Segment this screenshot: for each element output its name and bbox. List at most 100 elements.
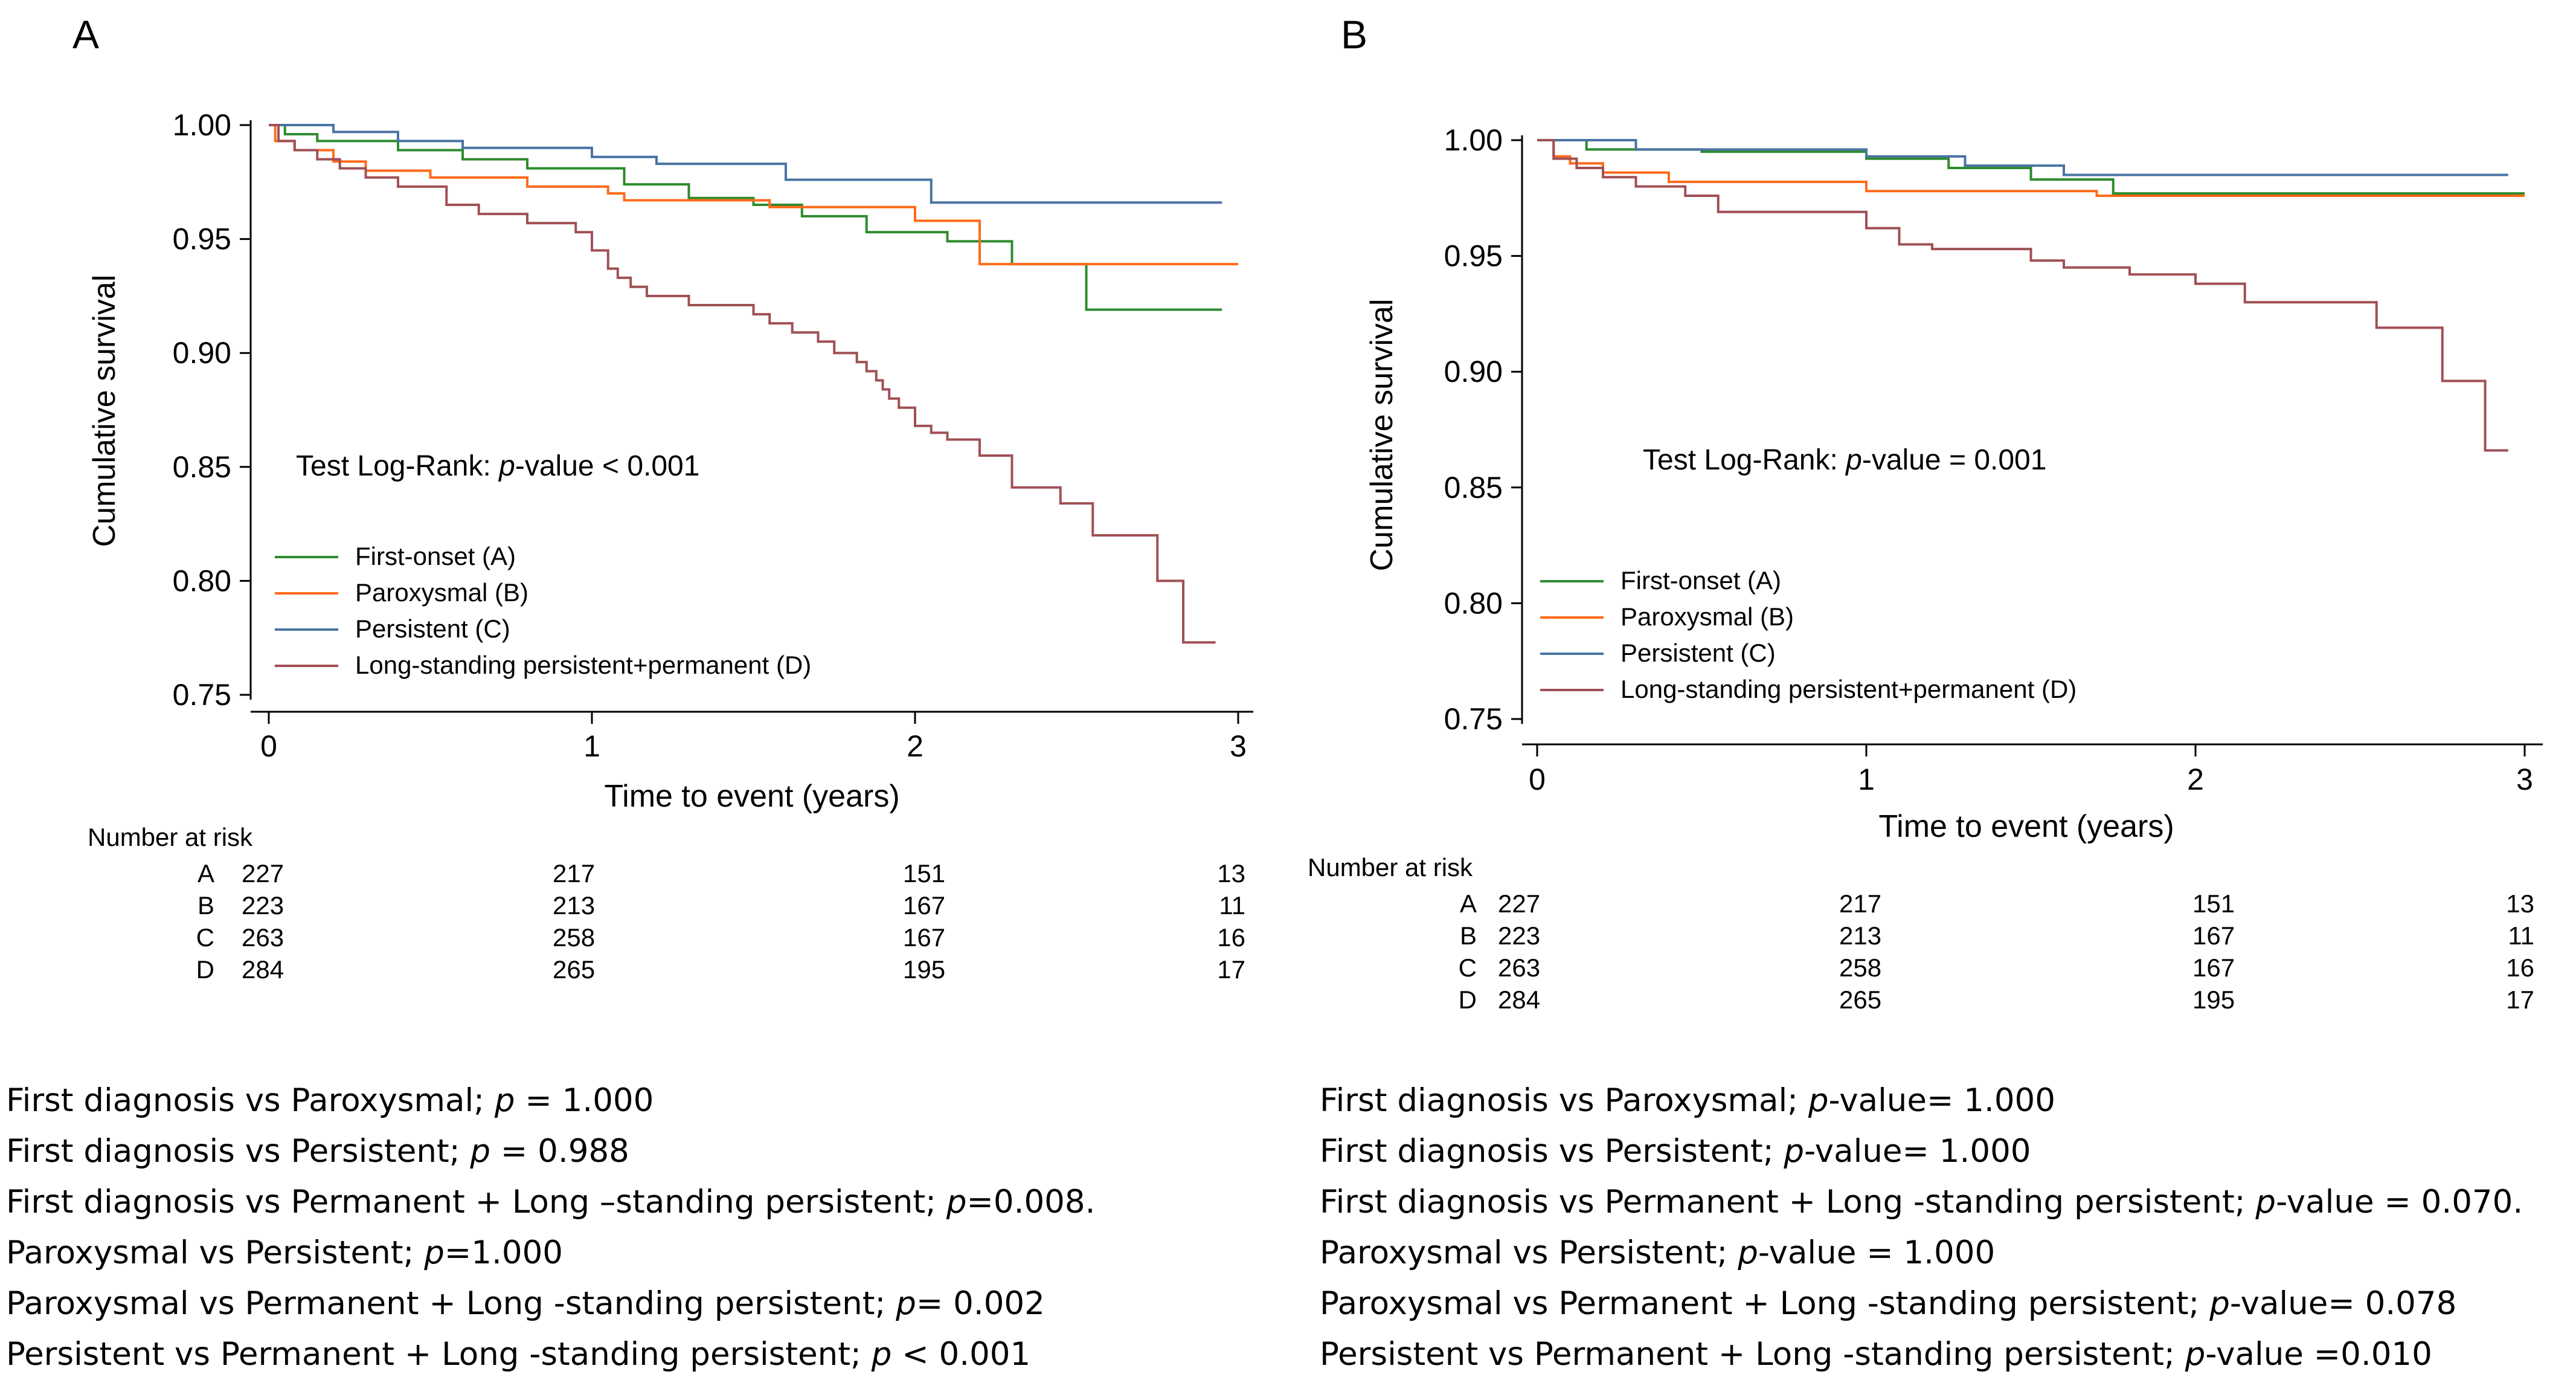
comparison-line: Paroxysmal vs Persistent; p-value = 1.00… bbox=[1320, 1234, 1996, 1271]
series-line-D bbox=[269, 124, 1216, 644]
panel-B: B 0.75 0.80 0.85 0.90 0.95 1.00 0 1 2 3 Time to eve… bbox=[1308, 12, 2543, 1014]
comparison-line: First diagnosis vs Paroxysmal; p = 1.000 bbox=[6, 1082, 654, 1119]
risk-value: 217 bbox=[1839, 889, 1881, 918]
logrank-note: Test Log-Rank: p-value = 0.001 bbox=[1643, 444, 2046, 476]
y-tick-label: 0.90 bbox=[173, 336, 231, 370]
risk-value: 265 bbox=[553, 955, 595, 984]
risk-value: 16 bbox=[2506, 953, 2534, 982]
x-tick-label: 2 bbox=[2187, 763, 2204, 796]
risk-value: 263 bbox=[242, 923, 284, 952]
y-tick-label: 0.80 bbox=[1444, 586, 1503, 620]
series-line-C bbox=[1537, 139, 2508, 176]
y-tick-label: 0.75 bbox=[173, 678, 231, 712]
comparison-line: Persistent vs Permanent + Long -standing… bbox=[1320, 1336, 2432, 1373]
risk-value: 217 bbox=[553, 859, 595, 888]
y-tick-label: 0.95 bbox=[173, 222, 231, 256]
legend-label-A: First-onset (A) bbox=[355, 542, 516, 570]
y-axis-title: Cumulative survival bbox=[1364, 299, 1399, 572]
x-axis-title: Time to event (years) bbox=[1878, 809, 2174, 844]
risk-value: 258 bbox=[1839, 953, 1881, 982]
risk-group-label: C bbox=[196, 923, 214, 952]
risk-group-label: B bbox=[1460, 921, 1477, 950]
legend-label-C: Persistent (C) bbox=[1620, 639, 1776, 667]
legend-label-C: Persistent (C) bbox=[355, 614, 510, 643]
risk-value: 263 bbox=[1498, 953, 1540, 982]
y-tick-label: 1.00 bbox=[173, 108, 231, 142]
risk-value: 17 bbox=[2506, 985, 2534, 1014]
y-tick-label: 0.80 bbox=[173, 564, 231, 598]
y-tick-label: 0.85 bbox=[173, 450, 231, 484]
risk-value: 167 bbox=[2192, 953, 2235, 982]
risk-value: 11 bbox=[2508, 921, 2534, 950]
risk-value: 284 bbox=[242, 955, 284, 984]
x-axis-title: Time to event (years) bbox=[604, 779, 899, 814]
y-tick-label: 0.85 bbox=[1444, 471, 1503, 505]
panel-A: A 0.75 0.80 0.85 0.90 0.95 1.00 0 1 2 3 Time to eve… bbox=[72, 12, 1253, 984]
comparison-line: First diagnosis vs Permanent + Long -sta… bbox=[1320, 1184, 2523, 1220]
risk-value: 265 bbox=[1839, 985, 1881, 1014]
risk-group-label: D bbox=[196, 955, 214, 984]
risk-value: 167 bbox=[903, 891, 945, 920]
risk-value: 227 bbox=[242, 859, 284, 888]
risk-table-title: Number at risk bbox=[1308, 853, 1473, 882]
logrank-note: Test Log-Rank: p-value < 0.001 bbox=[296, 450, 699, 482]
risk-group-label: A bbox=[198, 859, 214, 888]
risk-value: 17 bbox=[1217, 955, 1245, 984]
y-tick-label: 0.95 bbox=[1444, 239, 1503, 273]
legend-label-D: Long-standing persistent+permanent (D) bbox=[355, 651, 811, 679]
risk-value: 151 bbox=[903, 859, 945, 888]
y-tick-label: 0.90 bbox=[1444, 355, 1503, 389]
x-tick-label: 1 bbox=[583, 729, 600, 763]
comparison-line: Paroxysmal vs Permanent + Long -standing… bbox=[6, 1285, 1045, 1322]
risk-value: 13 bbox=[2506, 889, 2534, 918]
series-line-B bbox=[269, 124, 1238, 266]
comparison-line: First diagnosis vs Paroxysmal; p-value= … bbox=[1320, 1082, 2055, 1119]
comparison-line: Paroxysmal vs Permanent + Long -standing… bbox=[1320, 1285, 2457, 1322]
risk-group-label: D bbox=[1459, 985, 1477, 1014]
comparison-line: Paroxysmal vs Persistent; p=1.000 bbox=[6, 1234, 564, 1271]
risk-value: 284 bbox=[1498, 985, 1540, 1014]
y-tick-label: 0.75 bbox=[1444, 702, 1503, 736]
risk-group-label: C bbox=[1459, 953, 1477, 982]
x-tick-label: 3 bbox=[1230, 729, 1247, 763]
risk-value: 151 bbox=[2192, 889, 2235, 918]
series-line-B bbox=[1537, 139, 2525, 197]
risk-value: 227 bbox=[1498, 889, 1540, 918]
risk-value: 213 bbox=[553, 891, 595, 920]
x-tick-label: 0 bbox=[1529, 763, 1546, 796]
risk-value: 213 bbox=[1839, 921, 1881, 950]
risk-group-label: B bbox=[198, 891, 214, 920]
x-tick-label: 3 bbox=[2516, 763, 2533, 796]
risk-value: 167 bbox=[2192, 921, 2235, 950]
comparison-line: First diagnosis vs Permanent + Long –sta… bbox=[6, 1184, 1096, 1220]
series-line-D bbox=[1537, 139, 2508, 452]
comparison-line: First diagnosis vs Persistent; p = 0.988 bbox=[6, 1133, 629, 1170]
x-tick-label: 1 bbox=[1858, 763, 1875, 796]
risk-value: 195 bbox=[2192, 985, 2235, 1014]
risk-table-title: Number at risk bbox=[88, 823, 253, 851]
legend-label-D: Long-standing persistent+permanent (D) bbox=[1620, 675, 2077, 703]
risk-value: 16 bbox=[1217, 923, 1245, 952]
legend-label-A: First-onset (A) bbox=[1620, 566, 1781, 595]
series-line-C bbox=[269, 124, 1222, 204]
comparison-line: First diagnosis vs Persistent; p-value= … bbox=[1320, 1133, 2031, 1170]
risk-value: 258 bbox=[553, 923, 595, 952]
series-line-A bbox=[269, 124, 1222, 311]
risk-value: 167 bbox=[903, 923, 945, 952]
series-line-A bbox=[1537, 139, 2525, 195]
legend-label-B: Paroxysmal (B) bbox=[355, 578, 528, 607]
legend-label-B: Paroxysmal (B) bbox=[1620, 602, 1794, 631]
risk-value: 223 bbox=[1498, 921, 1540, 950]
panel-letter: B bbox=[1341, 12, 1367, 57]
y-tick-label: 1.00 bbox=[1444, 123, 1503, 157]
risk-group-label: A bbox=[1460, 889, 1477, 918]
panel-letter: A bbox=[72, 12, 99, 57]
y-axis-title: Cumulative survival bbox=[87, 275, 122, 547]
x-tick-label: 2 bbox=[907, 729, 923, 763]
x-tick-label: 0 bbox=[260, 729, 277, 763]
comparisons-left: First diagnosis vs Paroxysmal; p = 1.000… bbox=[6, 1075, 1095, 1380]
comparison-line: Persistent vs Permanent + Long -standing… bbox=[6, 1336, 1031, 1373]
risk-value: 11 bbox=[1219, 891, 1245, 920]
risk-value: 195 bbox=[903, 955, 945, 984]
